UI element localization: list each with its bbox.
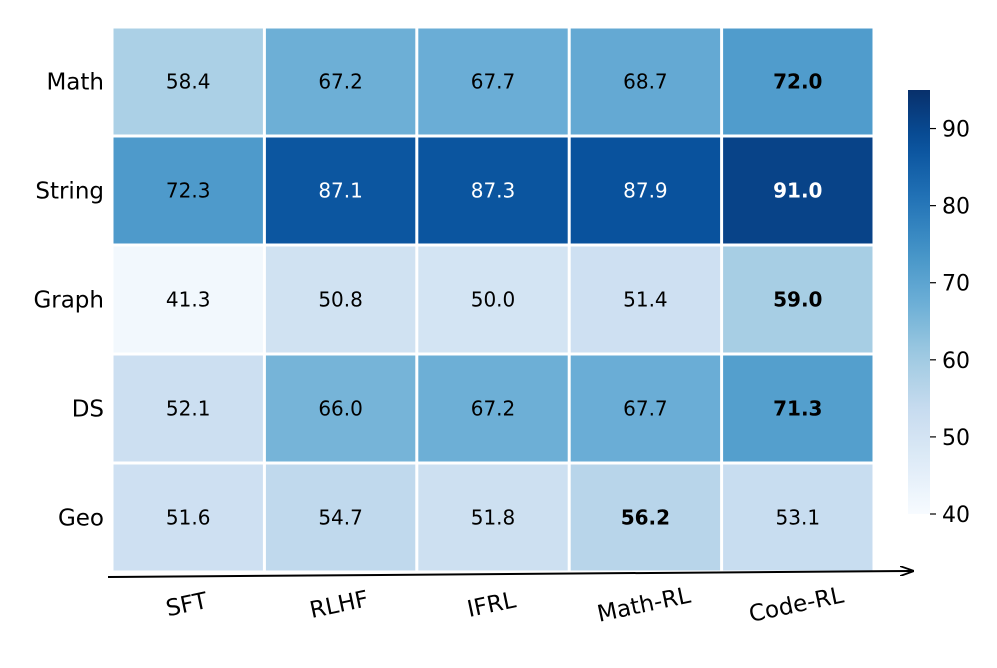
column-labels: SFT RLHF IFRL Math-RL Code-RL [164, 582, 846, 627]
heatmap-cell [418, 246, 568, 353]
cell-value-label: 53.1 [776, 506, 821, 530]
heatmap-cell [570, 137, 721, 244]
heatmap-cell [570, 28, 721, 135]
row-label: Math [46, 70, 104, 96]
heatmap-cell [113, 355, 263, 462]
heatmap-cell [570, 355, 721, 462]
column-label: Math-RL [595, 583, 693, 628]
row-labels: Math String Graph DS Geo [33, 70, 104, 532]
colorbar-tick-label: 90 [942, 118, 970, 143]
colorbar-tick-label: 70 [942, 272, 970, 297]
colorbar-tick-label: 80 [942, 195, 970, 220]
heatmap-cell [113, 28, 263, 135]
cell-value-label: 50.8 [318, 288, 363, 312]
cell-value-label: 91.0 [773, 179, 822, 203]
colorbar: 40 50 60 70 80 90 [908, 90, 970, 528]
heatmap-cell [418, 464, 568, 571]
row-label: Graph [33, 288, 104, 314]
heatmap-cell [265, 464, 416, 571]
cell-value-label: 50.0 [471, 288, 516, 312]
heatmap-cell-labels: 58.4 67.2 67.7 68.7 72.0 72.3 87.1 87.3 87.9 91.0… [166, 70, 823, 530]
cell-value-label: 67.2 [318, 70, 363, 94]
heatmap-cell [265, 246, 416, 353]
cell-value-label: 87.1 [318, 179, 363, 203]
heatmap-cell [418, 137, 568, 244]
cell-value-label: 58.4 [166, 70, 211, 94]
x-axis-arrow [107, 571, 912, 578]
heatmap-cell [113, 246, 263, 353]
cell-value-label: 72.3 [166, 179, 211, 203]
cell-value-label: 67.2 [471, 397, 516, 421]
cell-value-label: 71.3 [773, 397, 822, 421]
heatmap-cell [723, 28, 873, 135]
row-label: Geo [58, 506, 104, 532]
row-label: String [35, 179, 104, 205]
cell-value-label: 54.7 [318, 506, 363, 530]
column-label: SFT [164, 588, 211, 622]
heatmap-cells [113, 28, 873, 571]
column-label: RLHF [307, 586, 370, 624]
colorbar-tick-label: 60 [942, 349, 970, 374]
heatmap-cell [418, 28, 568, 135]
column-label: Code-RL [747, 582, 846, 627]
cell-value-label: 87.3 [471, 179, 516, 203]
cell-value-label: 51.8 [471, 506, 516, 530]
cell-value-label: 52.1 [166, 397, 211, 421]
column-label: IFRL [465, 587, 518, 623]
heatmap-cell [418, 355, 568, 462]
cell-value-label: 67.7 [623, 397, 668, 421]
heatmap-cell [570, 246, 721, 353]
cell-value-label: 51.6 [166, 506, 211, 530]
cell-value-label: 67.7 [471, 70, 516, 94]
cell-value-label: 56.2 [621, 506, 670, 530]
heatmap-cell [113, 464, 263, 571]
heatmap-cell [570, 464, 721, 571]
cell-value-label: 66.0 [318, 397, 363, 421]
heatmap-cell [723, 464, 873, 571]
colorbar-gradient [908, 90, 930, 514]
colorbar-tick-label: 50 [942, 426, 970, 451]
heatmap-cell [723, 137, 873, 244]
cell-value-label: 41.3 [166, 288, 211, 312]
cell-value-label: 87.9 [623, 179, 668, 203]
heatmap-cell [265, 137, 416, 244]
row-label: DS [72, 397, 104, 423]
colorbar-tick-label: 40 [942, 503, 970, 528]
heatmap-cell [723, 246, 873, 353]
heatmap-cell [265, 28, 416, 135]
heatmap-cell [723, 355, 873, 462]
cell-value-label: 72.0 [773, 70, 822, 94]
cell-value-label: 68.7 [623, 70, 668, 94]
heatmap-cell [113, 137, 263, 244]
cell-value-label: 59.0 [773, 288, 822, 312]
cell-value-label: 51.4 [623, 288, 668, 312]
heatmap-cell [265, 355, 416, 462]
